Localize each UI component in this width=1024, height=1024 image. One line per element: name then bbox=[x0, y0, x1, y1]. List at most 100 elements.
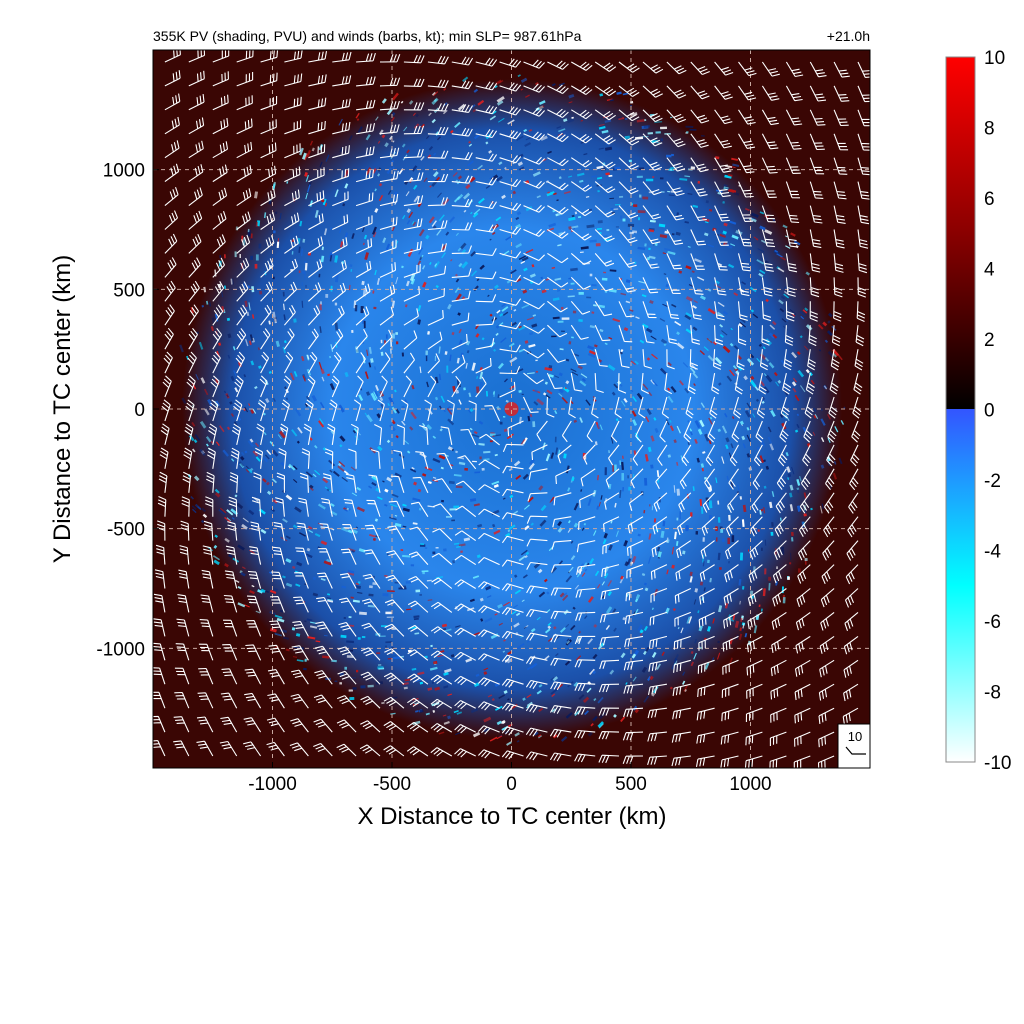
pv-speckle bbox=[538, 591, 546, 598]
pv-speckle bbox=[419, 544, 426, 547]
pv-speckle bbox=[514, 732, 520, 737]
pv-speckle bbox=[663, 343, 667, 347]
pv-speckle bbox=[369, 533, 376, 538]
wind-barb bbox=[523, 131, 546, 141]
wind-barb bbox=[403, 102, 425, 111]
pv-speckle bbox=[506, 279, 511, 284]
wind-barb bbox=[336, 719, 357, 733]
pv-speckle bbox=[432, 457, 441, 464]
pv-speckle bbox=[431, 220, 437, 227]
wind-barb bbox=[828, 396, 838, 419]
pv-speckle bbox=[487, 294, 490, 298]
wind-barb bbox=[407, 649, 429, 661]
pv-speckle bbox=[843, 406, 846, 410]
pv-speckle bbox=[349, 624, 355, 627]
wind-barb bbox=[179, 545, 190, 565]
pv-speckle bbox=[352, 529, 358, 534]
wind-barb bbox=[499, 321, 521, 330]
pv-speckle bbox=[417, 671, 425, 676]
wind-barb bbox=[153, 691, 166, 709]
pv-speckle bbox=[394, 581, 399, 584]
pv-speckle bbox=[377, 666, 384, 670]
wind-barb bbox=[163, 351, 173, 374]
wind-barb bbox=[826, 444, 836, 467]
wind-barb bbox=[430, 723, 453, 733]
pv-speckle bbox=[552, 316, 560, 320]
wind-barb bbox=[477, 725, 500, 735]
pv-speckle bbox=[268, 200, 272, 205]
pv-speckle bbox=[337, 462, 342, 467]
pv-speckle bbox=[568, 226, 572, 230]
pv-speckle bbox=[356, 506, 365, 513]
pv-speckle bbox=[386, 167, 393, 175]
pv-speckle bbox=[731, 535, 735, 543]
pv-speckle bbox=[344, 371, 349, 378]
pv-speckle bbox=[742, 504, 747, 513]
pv-speckle bbox=[527, 496, 534, 503]
pv-speckle bbox=[484, 617, 493, 623]
pv-speckle bbox=[642, 323, 649, 329]
wind-barb bbox=[454, 748, 476, 758]
pv-speckle bbox=[583, 522, 587, 526]
pv-speckle bbox=[283, 303, 285, 311]
wind-barb bbox=[407, 697, 429, 709]
wind-barb bbox=[648, 635, 668, 649]
pv-speckle bbox=[387, 190, 392, 195]
pv-speckle bbox=[610, 99, 614, 102]
wind-barb bbox=[557, 444, 572, 464]
pv-speckle bbox=[625, 682, 628, 685]
pv-speckle bbox=[378, 635, 386, 637]
wind-barb bbox=[332, 98, 351, 111]
pv-speckle bbox=[258, 365, 262, 369]
pv-speckle bbox=[615, 226, 619, 228]
pv-speckle bbox=[779, 308, 785, 313]
wind-barb bbox=[547, 60, 569, 70]
pv-speckle bbox=[439, 428, 443, 432]
wind-barb bbox=[622, 731, 644, 741]
wind-barb bbox=[653, 492, 668, 512]
pv-speckle bbox=[447, 303, 452, 310]
pv-speckle bbox=[563, 118, 568, 123]
wind-barb bbox=[821, 564, 835, 585]
wind-barb bbox=[154, 569, 166, 589]
wind-barb bbox=[308, 213, 324, 230]
pv-speckle bbox=[244, 338, 249, 347]
wind-barb bbox=[174, 691, 190, 709]
pv-speckle bbox=[417, 488, 422, 493]
pv-speckle bbox=[751, 212, 759, 218]
wind-barb bbox=[319, 523, 333, 541]
pv-speckle bbox=[456, 193, 464, 201]
pv-speckle bbox=[381, 701, 385, 705]
pv-speckle bbox=[341, 585, 347, 589]
pv-speckle bbox=[413, 615, 420, 619]
colorbar-tick-label: 6 bbox=[984, 189, 995, 210]
wind-barb bbox=[430, 650, 453, 661]
pv-speckle bbox=[285, 535, 291, 540]
pv-speckle bbox=[515, 243, 523, 249]
pv-speckle bbox=[631, 555, 637, 564]
pv-speckle bbox=[360, 306, 364, 314]
pv-speckle bbox=[301, 271, 305, 274]
pv-speckle bbox=[205, 300, 209, 305]
pv-speckle bbox=[524, 340, 529, 344]
pv-speckle bbox=[764, 260, 770, 265]
pv-speckle bbox=[706, 337, 713, 344]
wind-barb bbox=[594, 109, 616, 121]
pv-speckle bbox=[702, 554, 705, 563]
wind-barb bbox=[690, 301, 702, 320]
pv-speckle bbox=[698, 625, 703, 632]
pv-speckle bbox=[329, 254, 333, 262]
colorbar-tick-label: 0 bbox=[984, 401, 995, 422]
pv-speckle bbox=[558, 393, 563, 397]
wind-barb bbox=[212, 211, 227, 230]
pv-speckle bbox=[455, 625, 461, 628]
wind-barb bbox=[236, 95, 253, 111]
pv-speckle bbox=[410, 411, 417, 420]
pv-speckle bbox=[523, 267, 528, 272]
pv-speckle bbox=[550, 496, 555, 502]
pv-speckle bbox=[500, 719, 506, 725]
wind-barb bbox=[355, 329, 368, 350]
pv-speckle bbox=[644, 587, 649, 592]
pv-speckle bbox=[475, 333, 480, 338]
